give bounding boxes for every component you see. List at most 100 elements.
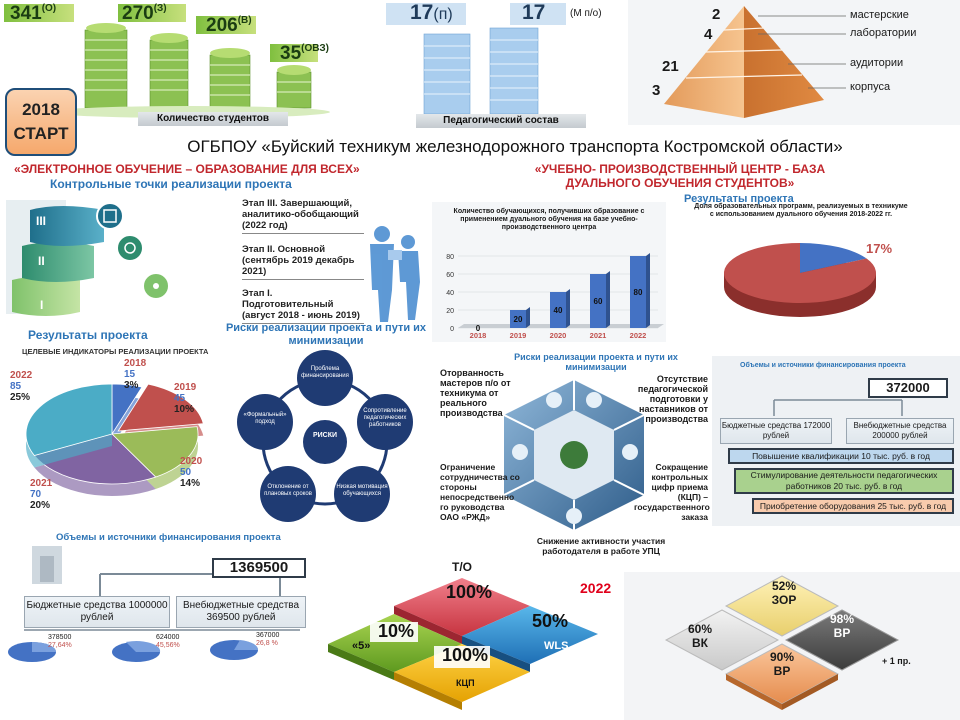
right-risk-3: Ограничение сотрудничества со стороны не… bbox=[440, 462, 520, 522]
stages-illustration bbox=[6, 200, 170, 316]
right-finance-budget: Бюджетные средства 172000 рублей bbox=[720, 418, 832, 444]
risks-cycle-diagram bbox=[237, 350, 413, 522]
tile-label-to: Т/О bbox=[452, 560, 472, 574]
stage-roman-2: II bbox=[38, 254, 45, 268]
right-finance-item-3: Приобретение оборудования 25 тыс. руб. в… bbox=[752, 498, 954, 514]
risk-item-5: «Формальный» подход bbox=[243, 412, 287, 425]
facilities-pyramid: 2 4 21 3 мастерские лаборатории аудитори… bbox=[628, 0, 960, 125]
tile-label-five: «5» bbox=[352, 640, 371, 652]
students-buildings-illustration bbox=[4, 4, 330, 118]
dual-pie-title: Доля образовательных программ, реализуем… bbox=[694, 203, 908, 218]
tile-value-wls: 50% bbox=[532, 611, 569, 631]
start-badge: 2018 СТАРТ bbox=[5, 88, 77, 156]
bar-value-label: 0 bbox=[476, 324, 481, 333]
pyramid-value-labs: 4 bbox=[704, 26, 713, 43]
pie-label-2019: 2019 45 10% bbox=[174, 382, 197, 415]
diamond-vr-1: 98% ВР bbox=[829, 612, 855, 640]
bar-side-2019 bbox=[526, 307, 530, 328]
bar-category-label: 2021 bbox=[590, 331, 607, 340]
pyramid-illustration bbox=[664, 6, 846, 118]
dual-pie-slice-0 bbox=[800, 243, 867, 273]
indicator-pie-slice-2019 bbox=[117, 383, 204, 432]
pyramid-label-workshops: мастерские bbox=[850, 9, 909, 21]
pie-label-2018: 2018 15 3% bbox=[124, 358, 147, 391]
indicator-pie-slice-2022 bbox=[25, 383, 113, 456]
start-label: СТАРТ bbox=[13, 124, 69, 143]
tile-value-to: 100% bbox=[446, 582, 493, 602]
risk-item-2: Сопротивление педагогических работников bbox=[363, 408, 407, 428]
pyramid-label-labs: лаборатории bbox=[850, 27, 917, 39]
bar-ytick-label: 60 bbox=[446, 272, 454, 279]
finance-mini-3: 367000 26,8 % bbox=[256, 632, 280, 647]
staff-count-mpo-tag: (М п/о) bbox=[570, 8, 602, 19]
team-silhouette-illustration bbox=[370, 226, 420, 322]
left-finance-total: 1369500 bbox=[212, 558, 306, 578]
diamond-panel: 52% ЗОР 60% ВК 98% ВР 90% ВР + 1 пр. bbox=[624, 572, 960, 720]
tiles-year: 2022 bbox=[580, 580, 612, 596]
right-risk-1: Оторванность мастеров п/о от техникума о… bbox=[440, 368, 511, 418]
pyramid-value-rooms: 21 bbox=[662, 58, 679, 75]
main-title: ОГБПОУ «Буйский техникум железнодорожног… bbox=[187, 137, 843, 156]
staff-count-mpo: 17 bbox=[522, 1, 546, 24]
bar-category-label: 2022 bbox=[630, 331, 647, 340]
stage-2-text: Этап II. Основной (сентябрь 2019 декабрь… bbox=[242, 244, 364, 280]
dual-pie-chart bbox=[724, 243, 876, 317]
right-risks-wheel bbox=[503, 380, 645, 530]
dual-bar-chart-panel: Количество обучающихся, получивших образ… bbox=[432, 202, 666, 342]
tile-value-five: 10% bbox=[378, 621, 415, 641]
right-risks-title: Риски реализации проекта и пути их миним… bbox=[514, 352, 678, 372]
pyramid-label-rooms: аудитории bbox=[850, 57, 904, 69]
bar-ytick-label: 80 bbox=[446, 254, 454, 261]
indicators-pie-chart bbox=[25, 383, 204, 496]
tile-value-kcp: 100% bbox=[442, 645, 489, 665]
tile-label-kcp: КЦП bbox=[456, 678, 475, 688]
students-count-v: 206(В) bbox=[206, 15, 252, 36]
left-risks-title: Риски реализации проекта и пути их миним… bbox=[225, 322, 427, 347]
bar-2022 bbox=[630, 256, 646, 328]
stages-diagram: III II I Этап III. Завершающий, аналитик… bbox=[6, 192, 366, 324]
students-panel: 341(О) 270(З) 206(В) 35(ОВЗ) Количество … bbox=[0, 0, 360, 128]
right-finance-title: Объемы и источники финансирования проект… bbox=[740, 362, 906, 369]
pyramid-value-workshops: 2 bbox=[712, 6, 721, 23]
bar-value-label: 20 bbox=[514, 315, 523, 324]
right-risk-4: Сокращение контрольных цифр приема (КЦП)… bbox=[634, 462, 710, 522]
diamond-zor: 52% ЗОР bbox=[771, 579, 797, 607]
dual-pie-slice-1 bbox=[724, 243, 876, 303]
stage-roman-1: I bbox=[40, 298, 44, 312]
bar-category-label: 2018 bbox=[470, 331, 487, 340]
left-finance-title: Объемы и источники финансирования проект… bbox=[56, 532, 281, 543]
students-count-ovz: 35(ОВЗ) bbox=[280, 43, 329, 64]
bar-chart-title: Количество обучающихся, получивших образ… bbox=[453, 208, 645, 231]
right-project-heading: «УЧЕБНО- ПРОИЗВОДСТВЕННЫЙ ЦЕНТР - БАЗА Д… bbox=[534, 162, 826, 190]
risk-item-3: Низкая мотивация обучающихся bbox=[336, 484, 388, 497]
right-risk-2: Отсутствие педагогической подготовки у н… bbox=[637, 374, 708, 424]
pyramid-value-buildings: 3 bbox=[652, 82, 661, 99]
risk-item-4: Отклонение от плановых сроков bbox=[264, 484, 312, 497]
pyramid-label-buildings: корпуса bbox=[850, 81, 891, 93]
right-finance-connectors bbox=[773, 399, 903, 416]
right-finance-extra: Внебюджетные средства 200000 рублей bbox=[846, 418, 954, 444]
pie-label-2020: 2020 50 14% bbox=[180, 456, 203, 489]
bar-side-2022 bbox=[646, 253, 650, 328]
staff-buildings-illustration bbox=[386, 3, 566, 115]
bar-category-label: 2019 bbox=[510, 331, 527, 340]
stage-roman-3: III bbox=[36, 214, 47, 228]
stage-1-text: Этап I. Подготовительный (август 2018 - … bbox=[242, 288, 364, 324]
finance-mini-2: 624000 45,56% bbox=[156, 634, 180, 649]
diamond-vr-2: 90% ВР bbox=[769, 650, 795, 678]
bar-value-label: 80 bbox=[634, 288, 643, 297]
staff-caption: Педагогический состав bbox=[416, 114, 586, 128]
pie-label-2021: 2021 70 20% bbox=[30, 478, 53, 511]
left-subheading: Контрольные точки реализации проекта bbox=[50, 177, 292, 191]
risks-center: РИСКИ bbox=[312, 432, 338, 439]
bar-category-label: 2020 bbox=[550, 331, 567, 340]
left-finance-extra: Внебюджетные средства 369500 рублей bbox=[176, 596, 306, 628]
diamond-note: + 1 пр. bbox=[882, 656, 911, 666]
tile-label-wls: WLS bbox=[544, 640, 569, 652]
bar-side-2021 bbox=[606, 271, 610, 328]
right-risk-5: Снижение активности участия работодателя… bbox=[536, 536, 666, 556]
right-results-title: Результаты проекта bbox=[684, 193, 794, 205]
bar-ytick-label: 0 bbox=[450, 326, 454, 333]
dual-pie-label: 17% bbox=[866, 241, 893, 256]
